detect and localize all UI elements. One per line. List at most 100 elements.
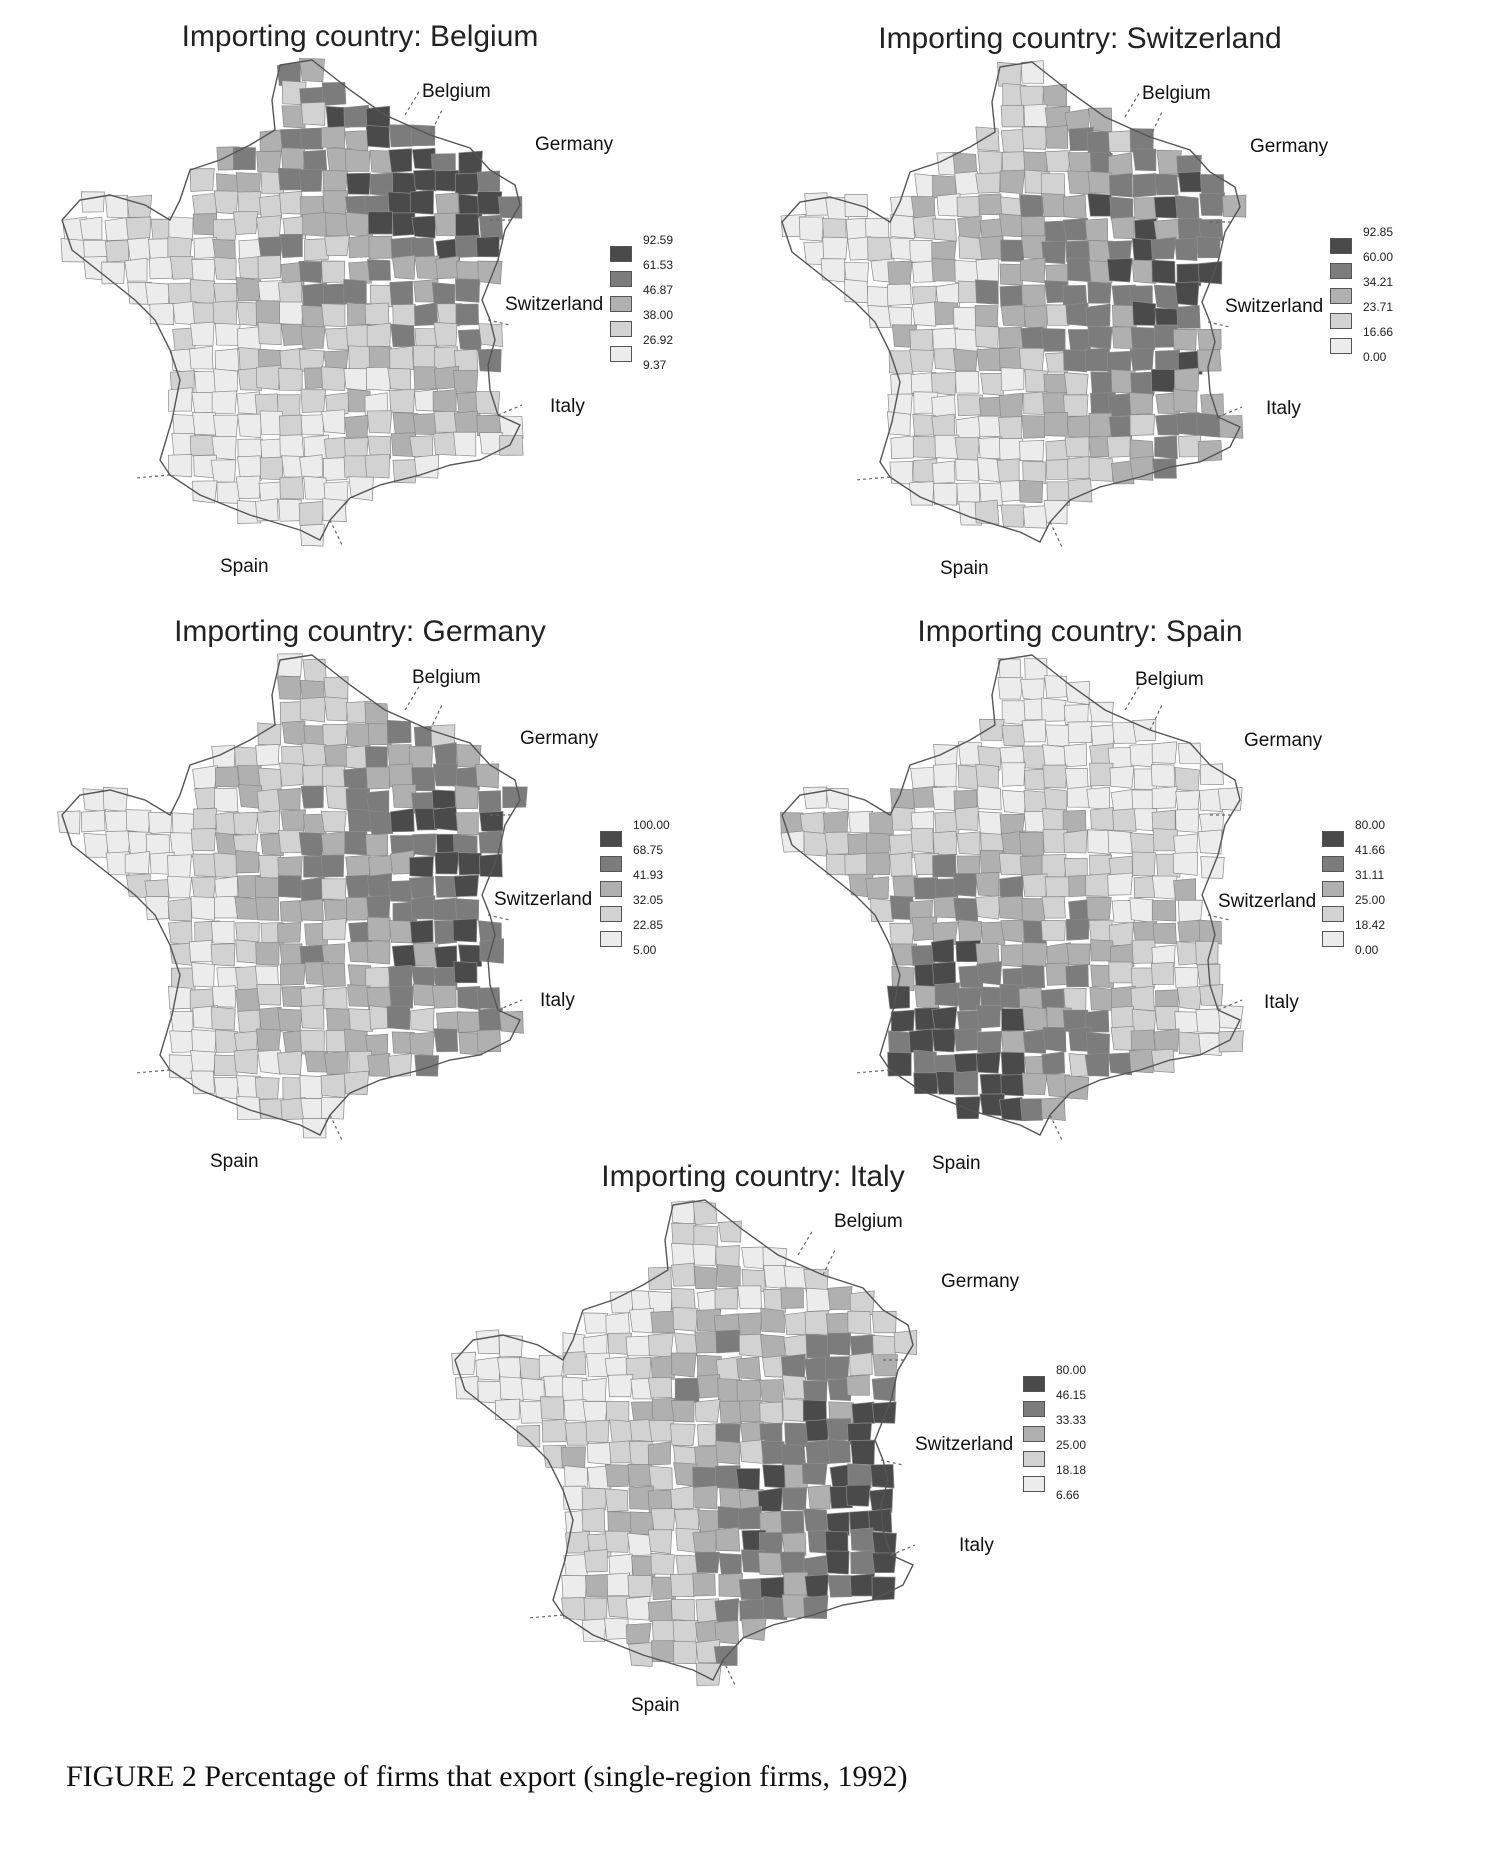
department: [952, 348, 978, 372]
department: [738, 1578, 763, 1600]
department: [192, 411, 217, 436]
department: [953, 1070, 979, 1096]
department: [83, 832, 108, 858]
department: [1018, 479, 1044, 504]
department: [348, 476, 374, 501]
department: [739, 1598, 764, 1622]
department: [348, 345, 373, 371]
department: [348, 260, 372, 284]
department: [411, 215, 436, 239]
legend-value: 41.66: [1355, 843, 1386, 857]
label-belgium: Belgium: [422, 81, 491, 102]
department: [803, 1508, 828, 1534]
border-line: [487, 914, 511, 921]
department: [1154, 173, 1179, 196]
label-italy: Italy: [540, 990, 575, 1011]
department: [169, 255, 194, 280]
department: [452, 918, 478, 943]
department: [124, 851, 151, 874]
department: [1173, 388, 1198, 414]
department: [999, 263, 1024, 286]
department: [455, 898, 480, 921]
department: [694, 1551, 720, 1574]
department: [909, 240, 934, 264]
department: [259, 456, 284, 481]
department: [1108, 961, 1133, 984]
department: [279, 900, 304, 922]
legend-swatch: [610, 246, 632, 262]
department: [279, 476, 305, 500]
department: [827, 1285, 853, 1310]
legend-row: 92.85: [1330, 225, 1450, 258]
department: [931, 1028, 957, 1053]
department: [412, 413, 438, 435]
department: [798, 216, 825, 242]
department: [1151, 368, 1176, 393]
department: [214, 876, 238, 899]
department: [1196, 236, 1221, 259]
department: [1199, 192, 1226, 216]
department: [1197, 328, 1222, 351]
department: [453, 874, 480, 897]
border-line: [1124, 91, 1141, 118]
department: [1130, 326, 1156, 350]
department: [975, 763, 1000, 789]
legend-swatch: [610, 321, 632, 337]
department: [1107, 829, 1133, 854]
department: [976, 961, 1003, 986]
department: [980, 372, 1005, 396]
department: [911, 301, 938, 327]
department: [977, 811, 1002, 836]
department: [870, 897, 895, 922]
department: [1151, 961, 1175, 985]
department: [364, 302, 390, 326]
department: [607, 1511, 632, 1535]
border-line: [1207, 321, 1231, 328]
department: [498, 1010, 524, 1034]
department: [435, 237, 462, 262]
department: [1112, 808, 1137, 832]
department: [145, 282, 170, 306]
department: [237, 191, 262, 216]
department: [258, 1006, 284, 1032]
department: [692, 1200, 718, 1226]
department: [191, 876, 217, 899]
department: [344, 415, 369, 439]
department: [409, 1032, 435, 1056]
department: [1085, 347, 1110, 372]
department: [190, 896, 217, 921]
department: [603, 1617, 629, 1640]
legend-value: 100.00: [633, 818, 670, 832]
department: [188, 939, 213, 963]
department: [953, 307, 978, 331]
department: [717, 1220, 742, 1243]
department-regions: [57, 653, 528, 1139]
department: [1086, 896, 1112, 921]
border-line: [329, 1114, 343, 1141]
map-title: Importing country: Spain: [917, 615, 1243, 648]
department: [1195, 940, 1219, 966]
country-borders: [134, 89, 523, 546]
department: [1177, 171, 1202, 193]
department: [1042, 1026, 1067, 1053]
department: [1086, 131, 1112, 155]
department: [672, 1620, 699, 1644]
department: [279, 190, 303, 215]
department: [1065, 963, 1089, 988]
department: [321, 765, 346, 789]
department: [216, 481, 240, 504]
label-spain: Spain: [631, 1695, 680, 1716]
department: [1174, 767, 1200, 792]
department: [1042, 764, 1068, 789]
legend-row: 32.05: [600, 893, 720, 926]
legend-value: 22.85: [633, 918, 664, 932]
department: [865, 876, 889, 900]
legend-swatch: [1023, 1451, 1045, 1467]
department: [431, 985, 457, 1009]
department: [345, 896, 371, 921]
department: [455, 278, 481, 303]
department: [214, 323, 241, 346]
legend-value: 92.85: [1363, 225, 1394, 239]
department: [192, 807, 217, 831]
department: [826, 1439, 851, 1464]
